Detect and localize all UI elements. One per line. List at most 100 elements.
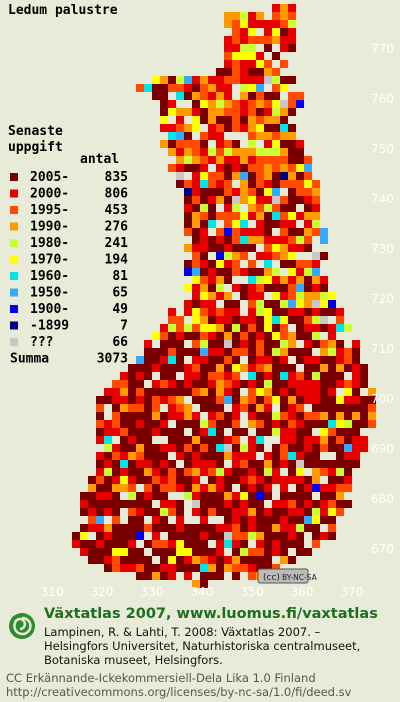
map-cell — [192, 228, 200, 236]
legend-label: 1950- — [30, 286, 69, 301]
map-cell — [152, 332, 160, 340]
map-cell — [272, 116, 280, 124]
map-cell — [176, 148, 184, 156]
map-cell — [216, 532, 224, 540]
map-cell — [272, 300, 280, 308]
map-cell — [240, 20, 248, 28]
map-cell — [288, 412, 296, 420]
map-cell — [184, 140, 192, 148]
map-cell — [352, 460, 360, 468]
map-cell — [184, 420, 192, 428]
map-cell — [184, 84, 192, 92]
map-cell — [248, 204, 256, 212]
map-cell — [296, 388, 304, 396]
map-cell — [136, 460, 144, 468]
map-cell — [296, 348, 304, 356]
map-cell — [208, 204, 216, 212]
map-cell — [304, 388, 312, 396]
map-cell — [184, 404, 192, 412]
map-cell — [176, 532, 184, 540]
map-cell — [280, 364, 288, 372]
map-cell — [272, 284, 280, 292]
map-cell — [336, 468, 344, 476]
map-cell — [224, 516, 232, 524]
map-cell — [296, 420, 304, 428]
map-cell — [152, 484, 160, 492]
map-cell — [160, 388, 168, 396]
map-cell — [296, 332, 304, 340]
map-cell — [136, 444, 144, 452]
map-cell — [216, 428, 224, 436]
map-cell — [280, 60, 288, 68]
map-cell — [192, 212, 200, 220]
citation-line: Lampinen, R. & Lahti, T. 2008: Växtatlas… — [44, 625, 321, 639]
map-cell — [224, 292, 232, 300]
map-cell — [240, 316, 248, 324]
map-cell — [336, 444, 344, 452]
map-cell — [304, 268, 312, 276]
map-cell — [320, 532, 328, 540]
map-cell — [304, 508, 312, 516]
map-cell — [200, 532, 208, 540]
map-cell — [232, 540, 240, 548]
map-cell — [160, 116, 168, 124]
map-cell — [184, 332, 192, 340]
map-cell — [288, 308, 296, 316]
map-cell — [312, 388, 320, 396]
map-cell — [136, 492, 144, 500]
map-cell — [232, 12, 240, 20]
map-cell — [264, 300, 272, 308]
map-cell — [280, 204, 288, 212]
map-cell — [264, 268, 272, 276]
map-cell — [208, 356, 216, 364]
map-cell — [224, 172, 232, 180]
map-cell — [264, 196, 272, 204]
map-cell — [280, 180, 288, 188]
map-cell — [168, 412, 176, 420]
map-cell — [272, 164, 280, 172]
map-cell — [256, 404, 264, 412]
map-cell — [264, 340, 272, 348]
map-cell — [224, 372, 232, 380]
map-cell — [264, 372, 272, 380]
map-cell — [104, 524, 112, 532]
map-cell — [312, 476, 320, 484]
map-cell — [312, 180, 320, 188]
map-cell — [240, 196, 248, 204]
map-cell — [256, 92, 264, 100]
map-cell — [112, 388, 120, 396]
map-cell — [104, 460, 112, 468]
map-cell — [280, 236, 288, 244]
map-cell — [144, 452, 152, 460]
map-cell — [248, 140, 256, 148]
map-cell — [336, 404, 344, 412]
map-cell — [128, 468, 136, 476]
map-cell — [256, 412, 264, 420]
map-cell — [240, 396, 248, 404]
map-cell — [88, 556, 96, 564]
map-cell — [216, 244, 224, 252]
map-cell — [256, 196, 264, 204]
map-cell — [184, 220, 192, 228]
map-cell — [304, 420, 312, 428]
map-cell — [256, 188, 264, 196]
map-cell — [264, 508, 272, 516]
map-cell — [128, 388, 136, 396]
map-cell — [304, 276, 312, 284]
map-cell — [224, 60, 232, 68]
map-cell — [80, 524, 88, 532]
map-cell — [296, 436, 304, 444]
map-cell — [272, 356, 280, 364]
map-cell — [248, 156, 256, 164]
map-cell — [256, 148, 264, 156]
map-cell — [320, 364, 328, 372]
map-cell — [168, 108, 176, 116]
map-cell — [232, 268, 240, 276]
map-cell — [136, 420, 144, 428]
map-cell — [112, 532, 120, 540]
map-cell — [152, 420, 160, 428]
map-cell — [224, 260, 232, 268]
map-cell — [240, 156, 248, 164]
map-cell — [296, 188, 304, 196]
map-cell — [208, 524, 216, 532]
